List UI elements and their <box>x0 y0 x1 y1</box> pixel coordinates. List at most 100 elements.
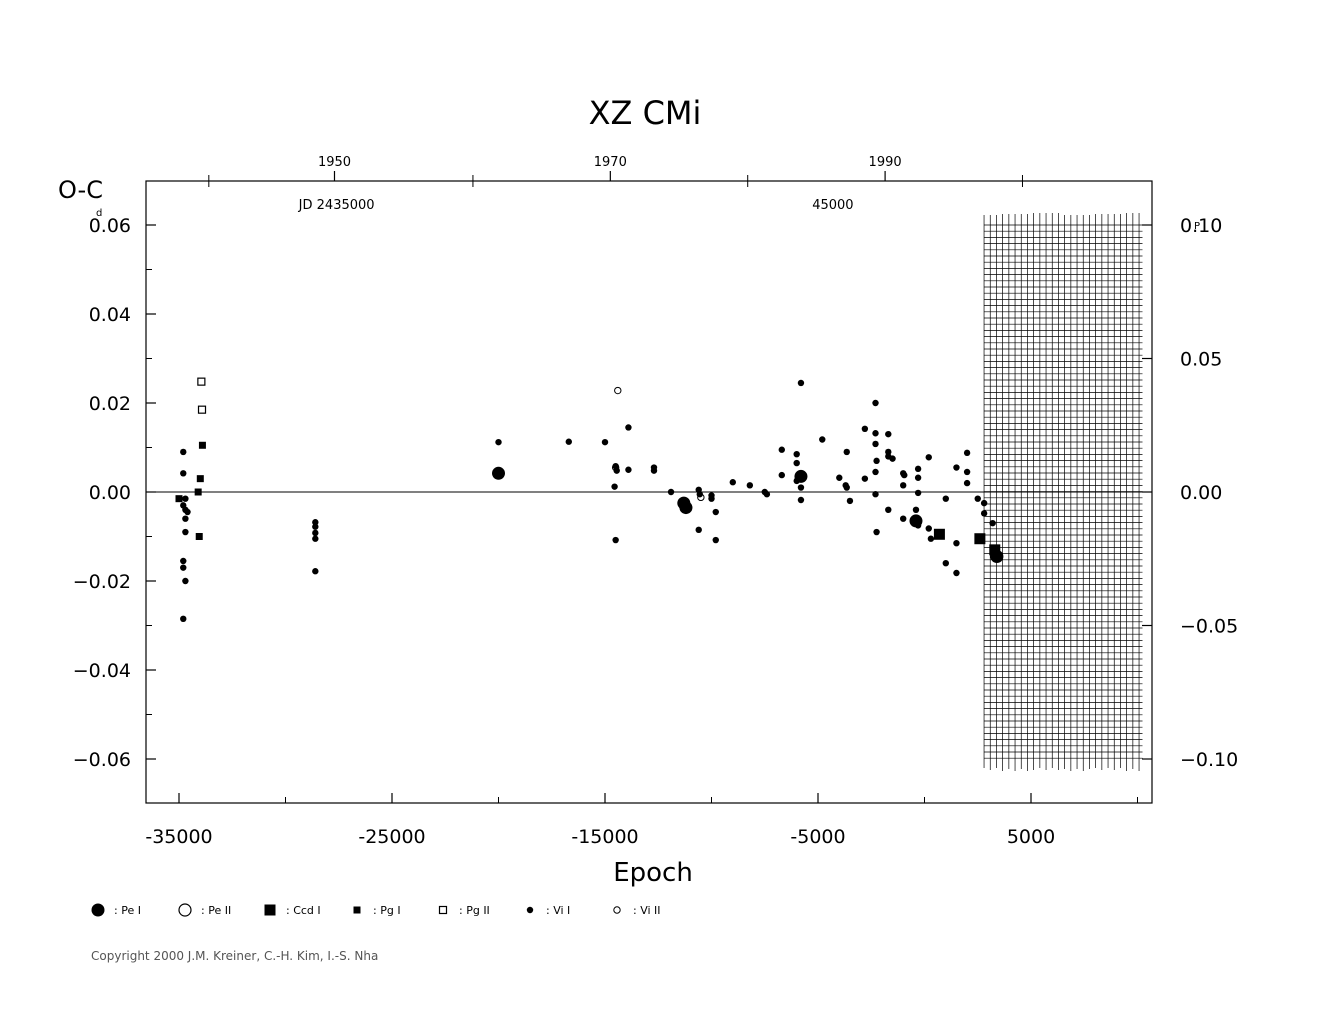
data-point <box>180 564 187 571</box>
data-point <box>195 533 203 540</box>
data-point <box>797 496 805 504</box>
data-point <box>182 528 189 536</box>
data-point <box>679 501 693 515</box>
y-tick-label: −0.06 <box>73 749 131 771</box>
data-point <box>180 557 187 565</box>
jd-label: JD 2435000 <box>298 198 375 213</box>
data-point <box>612 536 619 544</box>
data-point <box>198 441 206 449</box>
right-tick-label: −0.05 <box>1180 616 1238 638</box>
y-tick-label: 0.00 <box>89 482 131 504</box>
data-point <box>914 474 922 481</box>
data-point <box>914 465 922 473</box>
data-point <box>194 488 202 496</box>
data-point <box>184 508 191 516</box>
legend-symbol <box>353 906 361 914</box>
data-point <box>925 525 932 532</box>
data-point <box>912 506 920 513</box>
legend-symbol <box>264 904 276 916</box>
data-point <box>872 430 879 437</box>
data-point <box>613 467 620 474</box>
y-axis-unit: d <box>96 208 102 219</box>
right-tick-label: 0.00 <box>1180 482 1222 504</box>
data-point <box>180 448 187 456</box>
x-tick-label: -35000 <box>145 826 212 848</box>
data-point <box>182 495 189 502</box>
data-point <box>989 519 996 527</box>
data-point <box>495 438 502 446</box>
data-point <box>900 482 907 489</box>
data-point <box>793 450 800 458</box>
legend-label: : Vi II <box>633 904 661 917</box>
data-point <box>196 475 204 483</box>
x-tick-label: -5000 <box>790 826 845 848</box>
data-point <box>312 568 319 575</box>
year-tick-label: 1990 <box>869 155 902 170</box>
data-point <box>650 467 658 474</box>
data-point <box>565 438 572 445</box>
data-point <box>843 484 850 491</box>
data-point <box>942 560 949 567</box>
data-point <box>611 483 618 490</box>
legend-label: : Pe II <box>201 904 231 917</box>
data-point <box>885 430 892 438</box>
legend-label: : Pg I <box>373 904 401 917</box>
data-point <box>793 459 800 467</box>
legend-label: : Pe I <box>114 904 141 917</box>
y-axis-label: O-C <box>58 176 103 204</box>
data-point <box>953 464 960 471</box>
data-point <box>182 515 189 522</box>
data-point <box>927 535 935 542</box>
data-point <box>625 466 632 473</box>
legend: : Pe I: Pe II: Ccd I: Pg I: Pg II: Vi I:… <box>91 903 661 917</box>
x-axis-label: Epoch <box>613 858 693 888</box>
data-point <box>729 479 736 486</box>
legend-label: : Vi I <box>546 904 570 917</box>
data-point <box>889 455 896 462</box>
data-point <box>872 491 879 498</box>
data-point <box>197 377 206 386</box>
data-point <box>901 471 908 479</box>
data-point <box>843 448 850 456</box>
data-point <box>180 470 187 477</box>
data-point <box>492 466 505 480</box>
data-point <box>778 446 785 453</box>
data-point <box>953 539 960 547</box>
data-point <box>175 495 183 503</box>
data-point <box>312 535 319 542</box>
data-point <box>312 519 319 526</box>
data-point <box>625 424 632 431</box>
data-points <box>175 377 1004 623</box>
data-point <box>872 440 879 448</box>
data-point <box>182 577 189 585</box>
legend-symbol <box>178 903 192 917</box>
data-point <box>872 468 879 476</box>
data-point <box>914 489 922 497</box>
data-point <box>846 497 854 505</box>
data-point <box>873 528 880 536</box>
data-point <box>312 523 319 530</box>
data-point <box>797 484 805 491</box>
data-point <box>900 515 907 522</box>
legend-symbol <box>91 903 105 917</box>
y-tick-label: −0.02 <box>73 571 131 593</box>
right-tick-label: −0.10 <box>1180 749 1238 771</box>
jd-label: 45000 <box>812 198 853 213</box>
data-point <box>180 615 187 623</box>
data-point <box>696 491 703 498</box>
data-point <box>885 448 892 456</box>
data-point <box>873 457 880 465</box>
data-point <box>712 536 719 544</box>
data-point <box>925 454 932 461</box>
legend-symbol <box>438 905 448 915</box>
data-point <box>712 508 719 516</box>
y-tick-label: 0.06 <box>89 215 131 237</box>
x-tick-label: -25000 <box>358 826 425 848</box>
data-point <box>914 522 922 529</box>
data-point <box>963 479 971 487</box>
data-point <box>601 438 609 446</box>
data-point <box>614 386 622 395</box>
axes: 0.06 0.04 0.02 0.00 −0.02 −0.04 −0.06 0.10 0.05 0… <box>73 155 1238 848</box>
data-point <box>974 495 981 502</box>
